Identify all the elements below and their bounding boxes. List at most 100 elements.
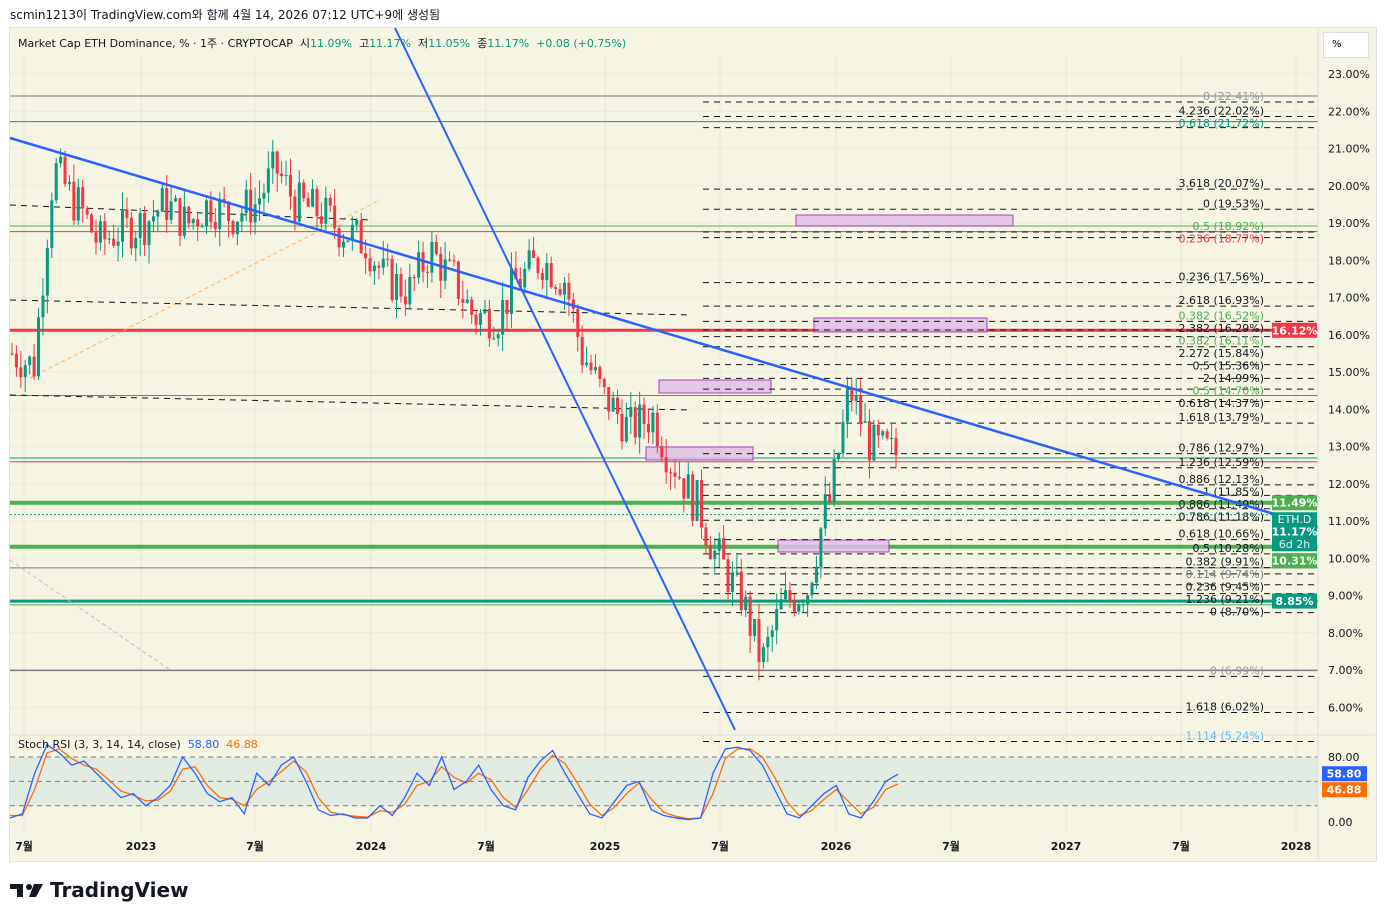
candle-body (346, 240, 350, 242)
candle-body (59, 156, 63, 164)
candle-body (664, 457, 668, 473)
candle-body (567, 282, 571, 300)
candle-body (585, 362, 589, 366)
candle-body (258, 198, 262, 205)
candle-body (174, 198, 178, 202)
price-axis-label: 8.00% (1328, 627, 1363, 640)
chart-frame[interactable] (9, 27, 1377, 862)
candle-body (757, 619, 761, 663)
candle-body (266, 168, 270, 193)
candle-body (638, 404, 642, 438)
candle-body (204, 200, 208, 227)
supply-demand-box (795, 214, 1014, 227)
candle-body (616, 397, 620, 414)
candle-body (19, 367, 23, 378)
price-badge: 10.31% (1272, 555, 1318, 568)
price-axis-label: 21.00% (1328, 143, 1370, 156)
candle-body (677, 476, 681, 479)
candle-body (633, 407, 637, 438)
fib-level-label: 0.236 (9.45%) (1185, 581, 1264, 594)
candle-body (235, 221, 239, 235)
candle-body (814, 566, 818, 583)
percent-scale-button[interactable]: % (1323, 32, 1369, 58)
close-value: 11.17% (487, 37, 530, 50)
fib-level-label: 0 (19.53%) (1203, 197, 1264, 210)
candle-body (554, 287, 558, 290)
candle-body (655, 412, 659, 447)
candle-body (182, 206, 186, 236)
candle-body (364, 253, 368, 259)
candle-body (700, 480, 704, 528)
candle-body (748, 596, 752, 636)
price-axis-label: 17.00% (1328, 292, 1370, 305)
candle-body (717, 538, 721, 551)
candle-body (479, 313, 483, 325)
fib-level-label: 0.5 (15.36%) (1192, 359, 1264, 372)
price-axis-label: 11.00% (1328, 515, 1370, 528)
candle-body (23, 365, 27, 378)
candle-body (37, 317, 41, 377)
candle-body (129, 217, 133, 249)
candle-body (134, 238, 138, 249)
candle-body (872, 424, 876, 461)
supply-demand-box (777, 539, 890, 553)
stoch-d-line (10, 748, 899, 820)
candle-body (708, 545, 712, 560)
fib-level-label: 4.236 (22.02%) (1178, 105, 1264, 118)
candle-body (518, 278, 522, 288)
candle-body (67, 181, 71, 185)
candle-body (823, 494, 827, 529)
candle-body (218, 198, 222, 229)
trend-line (9, 136, 1319, 529)
candle-body (85, 208, 89, 215)
time-axis-label: 2024 (356, 840, 387, 853)
time-axis-label: 2023 (126, 840, 157, 853)
symbol-badge: ETH.D (1278, 513, 1312, 526)
price-badge-bg (1272, 553, 1317, 569)
fib-level-label: 1.618 (6.02%) (1185, 701, 1264, 714)
candle-body (412, 277, 416, 279)
candle-body (766, 636, 770, 648)
time-axis-label: 2028 (1281, 840, 1312, 853)
price-badge: 11.49% (1272, 497, 1318, 510)
candle-body (726, 559, 730, 592)
fib-level-label: 1.618 (13.79%) (1178, 411, 1264, 424)
candle-body (381, 258, 385, 268)
candle-body (448, 259, 452, 261)
fib-level-label: 2.382 (16.29%) (1178, 322, 1264, 335)
candle-body (651, 412, 655, 433)
candle-body (297, 182, 301, 222)
candle-body (98, 221, 102, 243)
time-axis-label: 2025 (590, 840, 621, 853)
candle-body (863, 421, 867, 423)
candle-body (806, 595, 810, 605)
candle-body (580, 336, 584, 366)
candle-body (350, 224, 354, 241)
fib-level-label: 1.236 (9.21%) (1185, 593, 1264, 606)
candle-body (730, 572, 734, 592)
candle-body (545, 263, 549, 281)
price-axis-label: 19.00% (1328, 217, 1370, 230)
stoch-d-badge-bg (1322, 782, 1367, 798)
price-axis-label: 7.00% (1328, 664, 1363, 677)
candle-body (147, 221, 151, 246)
candle-body (293, 196, 297, 222)
time-axis-label: 2026 (821, 840, 852, 853)
candle-body (845, 390, 849, 422)
low-label: 저 (418, 37, 429, 50)
candle-body (333, 205, 337, 229)
candle-body (881, 431, 885, 436)
candle-body (801, 604, 805, 606)
candle-body (138, 212, 142, 239)
candle-body (50, 200, 54, 248)
candle-body (302, 182, 306, 199)
candle-body (434, 241, 438, 254)
fib-level-label: 0 (22.41%) (1203, 90, 1264, 103)
candle-body (775, 609, 779, 631)
candle-body (784, 590, 787, 600)
candle-body (196, 219, 200, 227)
tradingview-logo: TradingView (10, 878, 189, 902)
current-price: 11.17% (1272, 526, 1318, 539)
candle-body (399, 274, 403, 297)
